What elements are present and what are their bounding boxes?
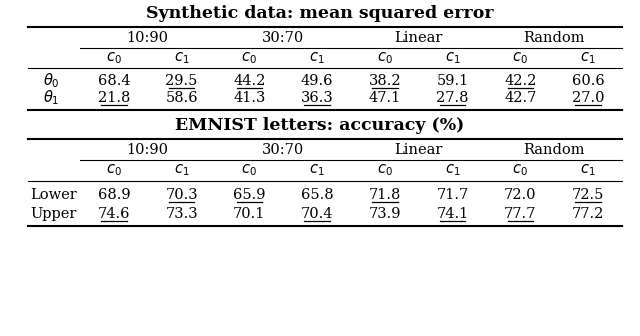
Text: 68.4: 68.4 — [97, 74, 130, 88]
Text: $c_1$: $c_1$ — [174, 162, 189, 178]
Text: 30:70: 30:70 — [262, 143, 305, 157]
Text: 65.9: 65.9 — [233, 188, 266, 202]
Text: $c_0$: $c_0$ — [513, 162, 528, 178]
Text: 58.6: 58.6 — [165, 91, 198, 105]
Text: 70.3: 70.3 — [165, 188, 198, 202]
Text: Random: Random — [524, 31, 585, 45]
Text: 59.1: 59.1 — [436, 74, 468, 88]
Text: 49.6: 49.6 — [301, 74, 333, 88]
Text: $c_0$: $c_0$ — [241, 162, 257, 178]
Text: 74.1: 74.1 — [436, 207, 468, 221]
Text: $c_1$: $c_1$ — [580, 50, 596, 66]
Text: 70.4: 70.4 — [301, 207, 333, 221]
Text: 70.1: 70.1 — [233, 207, 266, 221]
Text: EMNIST letters: accuracy (%): EMNIST letters: accuracy (%) — [175, 118, 465, 134]
Text: 77.2: 77.2 — [572, 207, 604, 221]
Text: Linear: Linear — [395, 31, 443, 45]
Text: 27.0: 27.0 — [572, 91, 604, 105]
Text: 47.1: 47.1 — [369, 91, 401, 105]
Text: 42.7: 42.7 — [504, 91, 536, 105]
Text: 10:90: 10:90 — [127, 31, 169, 45]
Text: 73.3: 73.3 — [165, 207, 198, 221]
Text: 68.9: 68.9 — [97, 188, 130, 202]
Text: $c_1$: $c_1$ — [580, 162, 596, 178]
Text: 42.2: 42.2 — [504, 74, 536, 88]
Text: 38.2: 38.2 — [369, 74, 401, 88]
Text: 36.3: 36.3 — [301, 91, 333, 105]
Text: Upper: Upper — [30, 207, 76, 221]
Text: $c_1$: $c_1$ — [174, 50, 189, 66]
Text: $\theta_0$: $\theta_0$ — [43, 72, 60, 90]
Text: 30:70: 30:70 — [262, 31, 305, 45]
Text: $c_1$: $c_1$ — [309, 50, 325, 66]
Text: 65.8: 65.8 — [301, 188, 333, 202]
Text: 72.0: 72.0 — [504, 188, 536, 202]
Text: 29.5: 29.5 — [165, 74, 198, 88]
Text: Lower: Lower — [30, 188, 77, 202]
Text: 73.9: 73.9 — [369, 207, 401, 221]
Text: $c_0$: $c_0$ — [377, 50, 393, 66]
Text: 41.3: 41.3 — [233, 91, 266, 105]
Text: 21.8: 21.8 — [98, 91, 130, 105]
Text: $c_0$: $c_0$ — [377, 162, 393, 178]
Text: $c_0$: $c_0$ — [106, 50, 122, 66]
Text: $c_0$: $c_0$ — [241, 50, 257, 66]
Text: Random: Random — [524, 143, 585, 157]
Text: 10:90: 10:90 — [127, 143, 169, 157]
Text: 60.6: 60.6 — [572, 74, 605, 88]
Text: 77.7: 77.7 — [504, 207, 536, 221]
Text: 71.7: 71.7 — [436, 188, 468, 202]
Text: $c_0$: $c_0$ — [106, 162, 122, 178]
Text: 27.8: 27.8 — [436, 91, 469, 105]
Text: $c_1$: $c_1$ — [309, 162, 325, 178]
Text: 71.8: 71.8 — [369, 188, 401, 202]
Text: 74.6: 74.6 — [98, 207, 130, 221]
Text: $c_0$: $c_0$ — [513, 50, 528, 66]
Text: $\theta_1$: $\theta_1$ — [43, 89, 60, 107]
Text: Linear: Linear — [395, 143, 443, 157]
Text: 72.5: 72.5 — [572, 188, 604, 202]
Text: $c_1$: $c_1$ — [445, 50, 460, 66]
Text: 44.2: 44.2 — [233, 74, 266, 88]
Text: Synthetic data: mean squared error: Synthetic data: mean squared error — [146, 5, 494, 23]
Text: $c_1$: $c_1$ — [445, 162, 460, 178]
